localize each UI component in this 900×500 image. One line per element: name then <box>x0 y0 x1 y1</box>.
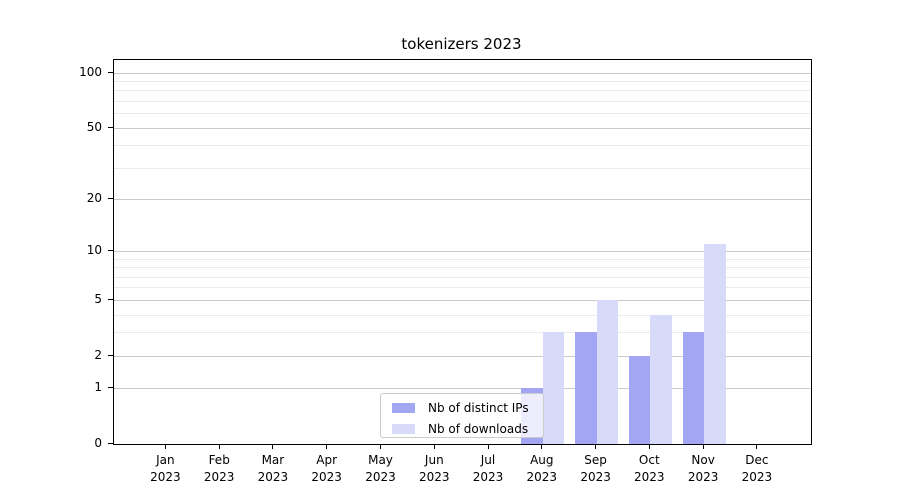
x-tick-label-nov-2023: Nov 2023 <box>687 453 719 484</box>
x-tick-label-jul-2023: Jul 2023 <box>472 453 504 484</box>
x-tick-label-jan-2023: Jan 2023 <box>150 453 181 484</box>
y-tick-1 <box>108 387 113 389</box>
x-tick-jan-2023 <box>164 444 166 449</box>
bar-downloads-sep-2023 <box>596 299 619 444</box>
legend-label-downloads: Nb of downloads <box>428 421 529 436</box>
gridline-y-50 <box>114 127 811 129</box>
gridline-y-minor-9 <box>114 258 811 260</box>
x-tick-apr-2023 <box>326 444 328 449</box>
x-axis: Jan 2023 Feb 2023 Mar 2023 Apr 2023 May 2023… <box>113 444 810 494</box>
x-tick-may-2023 <box>380 444 381 449</box>
gridline-y-minor-90 <box>114 80 811 82</box>
y-tick-label-50: 50 <box>86 119 102 134</box>
gridline-y-100 <box>114 72 811 74</box>
bar-ips-oct-2023 <box>628 355 651 444</box>
gridline-y-minor-30 <box>114 167 811 169</box>
x-tick-label-apr-2023: Apr 2023 <box>311 453 342 484</box>
x-tick-label-sep-2023: Sep 2023 <box>580 453 611 484</box>
x-tick-oct-2023 <box>648 444 650 449</box>
bar-ips-nov-2023 <box>682 332 705 444</box>
gridline-y-20 <box>114 198 811 200</box>
legend: Nb of distinct IPs Nb of downloads <box>380 393 544 438</box>
legend-swatch-ips <box>392 402 415 413</box>
gridline-y-minor-4 <box>114 314 811 316</box>
y-tick-label-20: 20 <box>86 190 102 205</box>
y-tick-0 <box>108 443 113 444</box>
gridline-y-10 <box>114 251 811 252</box>
y-tick-label-2: 2 <box>94 347 102 362</box>
x-tick-label-dec-2023: Dec 2023 <box>741 453 773 484</box>
y-tick-10 <box>108 250 113 251</box>
plot-area: Nb of distinct IPs Nb of downloads <box>113 59 812 445</box>
y-tick-50 <box>108 126 113 128</box>
gridline-y-minor-6 <box>114 287 811 289</box>
bar-downloads-nov-2023 <box>704 244 726 444</box>
y-axis: 0 1 2 5 10 20 50 100 <box>0 59 113 450</box>
legend-item-ips: Nb of distinct IPs <box>392 397 543 418</box>
x-tick-label-oct-2023: Oct 2023 <box>634 453 665 484</box>
y-tick-label-1: 1 <box>94 380 102 395</box>
gridline-y-minor-40 <box>114 145 811 147</box>
x-tick-nov-2023 <box>702 444 704 449</box>
bar-downloads-aug-2023 <box>542 332 565 444</box>
y-tick-label-10: 10 <box>86 243 102 257</box>
x-tick-sep-2023 <box>595 444 597 449</box>
gridline-y-2 <box>114 355 811 357</box>
x-tick-aug-2023 <box>541 444 543 449</box>
gridline-y-minor-3 <box>114 332 811 334</box>
x-tick-mar-2023 <box>272 444 274 449</box>
bar-ips-sep-2023 <box>575 332 597 444</box>
y-tick-label-0: 0 <box>94 436 102 450</box>
gridline-y-1 <box>114 388 811 390</box>
x-tick-feb-2023 <box>218 444 220 449</box>
x-tick-dec-2023 <box>756 444 758 449</box>
x-tick-label-mar-2023: Mar 2023 <box>257 453 289 484</box>
y-tick-2 <box>108 354 113 356</box>
y-tick-label-100: 100 <box>79 64 102 79</box>
y-tick-5 <box>108 298 113 300</box>
gridline-y-5 <box>114 299 811 301</box>
gridline-y-minor-8 <box>114 267 811 269</box>
x-tick-label-feb-2023: Feb 2023 <box>203 453 235 484</box>
y-tick-label-5: 5 <box>94 291 102 306</box>
chart-title: tokenizers 2023 <box>401 35 522 53</box>
y-tick-20 <box>108 197 113 199</box>
y-tick-100 <box>108 71 113 73</box>
x-tick-jul-2023 <box>487 444 489 449</box>
legend-swatch-downloads <box>392 423 415 434</box>
x-tick-label-aug-2023: Aug 2023 <box>526 453 558 484</box>
gridline-y-minor-80 <box>114 90 811 92</box>
x-tick-label-jun-2023: Jun 2023 <box>419 453 450 484</box>
gridline-y-minor-70 <box>114 100 811 102</box>
legend-item-downloads: Nb of downloads <box>392 418 543 439</box>
bar-downloads-oct-2023 <box>650 314 672 444</box>
gridline-y-minor-60 <box>114 113 811 115</box>
legend-label-ips: Nb of distinct IPs <box>428 400 529 415</box>
gridline-y-minor-7 <box>114 276 811 278</box>
x-tick-label-may-2023: May 2023 <box>365 453 396 484</box>
x-tick-jun-2023 <box>433 444 435 449</box>
